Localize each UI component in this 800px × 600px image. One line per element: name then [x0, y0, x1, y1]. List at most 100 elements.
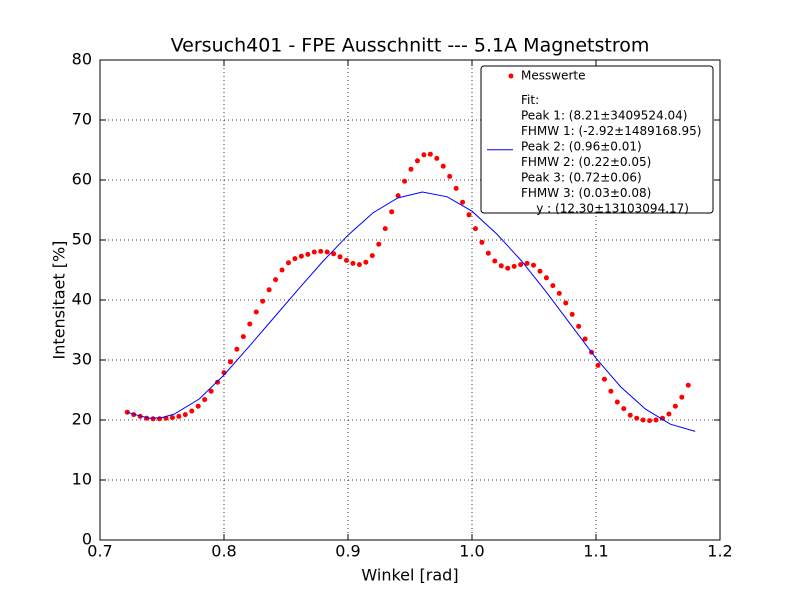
- data-point: [285, 260, 291, 266]
- data-point: [460, 199, 466, 205]
- data-point: [240, 334, 246, 340]
- legend-box: [480, 65, 714, 214]
- data-point: [440, 163, 446, 169]
- plot-frame: [99, 59, 721, 541]
- data-point: [215, 379, 221, 385]
- data-point: [576, 323, 582, 329]
- data-point: [659, 415, 665, 421]
- data-point: [666, 411, 672, 417]
- data-point: [247, 321, 253, 327]
- data-point: [447, 173, 453, 179]
- data-point: [169, 415, 175, 421]
- data-point: [537, 268, 543, 274]
- y-axis-label: Intensitaet [%]: [50, 241, 69, 360]
- data-point: [260, 298, 266, 304]
- data-point: [344, 257, 350, 263]
- data-point: [634, 415, 640, 421]
- data-point: [266, 287, 272, 293]
- y-tick-label: 0: [82, 530, 92, 549]
- data-point: [543, 275, 549, 281]
- legend-label: FHMW 3: (0.03±0.08): [521, 186, 651, 200]
- data-point: [311, 249, 317, 255]
- data-point: [253, 309, 259, 315]
- data-point: [653, 417, 659, 423]
- data-point: [279, 267, 285, 273]
- data-point: [498, 263, 504, 269]
- data-point: [595, 362, 601, 368]
- data-point: [672, 403, 678, 409]
- y-tick-label: 10: [72, 470, 92, 489]
- data-point: [202, 397, 208, 403]
- legend-label: Peak 1: (8.21±3409524.04): [521, 109, 687, 123]
- data-point: [563, 300, 569, 306]
- data-point: [485, 250, 491, 256]
- data-point: [550, 283, 556, 289]
- legend-label: FHMW 2: (0.22±0.05): [521, 155, 651, 169]
- legend-label: Messwerte: [521, 69, 585, 83]
- y-tick-label: 50: [72, 230, 92, 249]
- data-point: [369, 253, 375, 259]
- legend-label: Peak 3: (0.72±0.06): [521, 171, 642, 185]
- data-point: [395, 193, 401, 199]
- data-point: [569, 311, 575, 317]
- data-point: [453, 185, 459, 191]
- data-point: [318, 248, 324, 254]
- fit-line: [127, 191, 696, 432]
- data-point: [298, 253, 304, 259]
- legend-label: y : (12.30±13103094.17): [521, 202, 689, 216]
- data-point: [350, 260, 356, 266]
- data-point: [511, 263, 517, 269]
- data-point: [640, 417, 646, 423]
- data-point: [647, 418, 653, 424]
- data-point: [273, 277, 279, 283]
- data-point: [556, 290, 562, 296]
- data-point: [337, 254, 343, 260]
- y-tick-label: 60: [72, 170, 92, 189]
- data-point: [150, 416, 156, 422]
- data-point: [189, 408, 195, 414]
- data-point: [157, 416, 163, 422]
- y-tick-label: 80: [72, 50, 92, 69]
- x-tick-label: 0.8: [211, 542, 236, 561]
- x-tick-label: 1.0: [459, 542, 484, 561]
- data-point: [582, 336, 588, 342]
- y-tick-label: 70: [72, 110, 92, 129]
- data-point: [479, 239, 485, 245]
- data-point: [679, 394, 685, 400]
- data-point: [195, 403, 201, 409]
- data-point: [492, 258, 498, 264]
- data-point: [685, 382, 691, 388]
- data-point: [382, 226, 388, 232]
- data-point: [505, 265, 511, 271]
- data-point: [356, 262, 362, 268]
- x-tick-label: 0.9: [335, 542, 360, 561]
- y-tick-label: 40: [72, 290, 92, 309]
- x-tick-label: 0.7: [87, 542, 112, 561]
- data-point: [402, 178, 408, 184]
- x-tick-label: 1.2: [707, 542, 732, 561]
- data-point: [376, 241, 382, 247]
- x-tick-label: 1.1: [583, 542, 608, 561]
- data-point: [208, 388, 214, 394]
- data-point: [292, 256, 298, 262]
- data-point: [182, 412, 188, 418]
- data-point: [608, 388, 614, 394]
- data-point: [472, 226, 478, 232]
- data-point: [518, 262, 524, 268]
- data-point: [227, 359, 233, 365]
- data-point: [324, 249, 330, 255]
- data-point: [466, 212, 472, 218]
- data-point: [621, 406, 627, 412]
- data-point: [408, 166, 414, 172]
- data-point: [305, 251, 311, 257]
- data-point: [234, 346, 240, 352]
- y-tick-label: 20: [72, 410, 92, 429]
- data-point: [531, 262, 537, 268]
- data-point: [331, 251, 337, 257]
- data-point: [176, 413, 182, 419]
- x-axis-label: Winkel [rad]: [361, 566, 458, 585]
- legend-marker: [508, 73, 514, 79]
- data-point: [434, 155, 440, 161]
- data-point: [421, 152, 427, 158]
- legend-label: Peak 2: (0.96±0.01): [521, 140, 642, 154]
